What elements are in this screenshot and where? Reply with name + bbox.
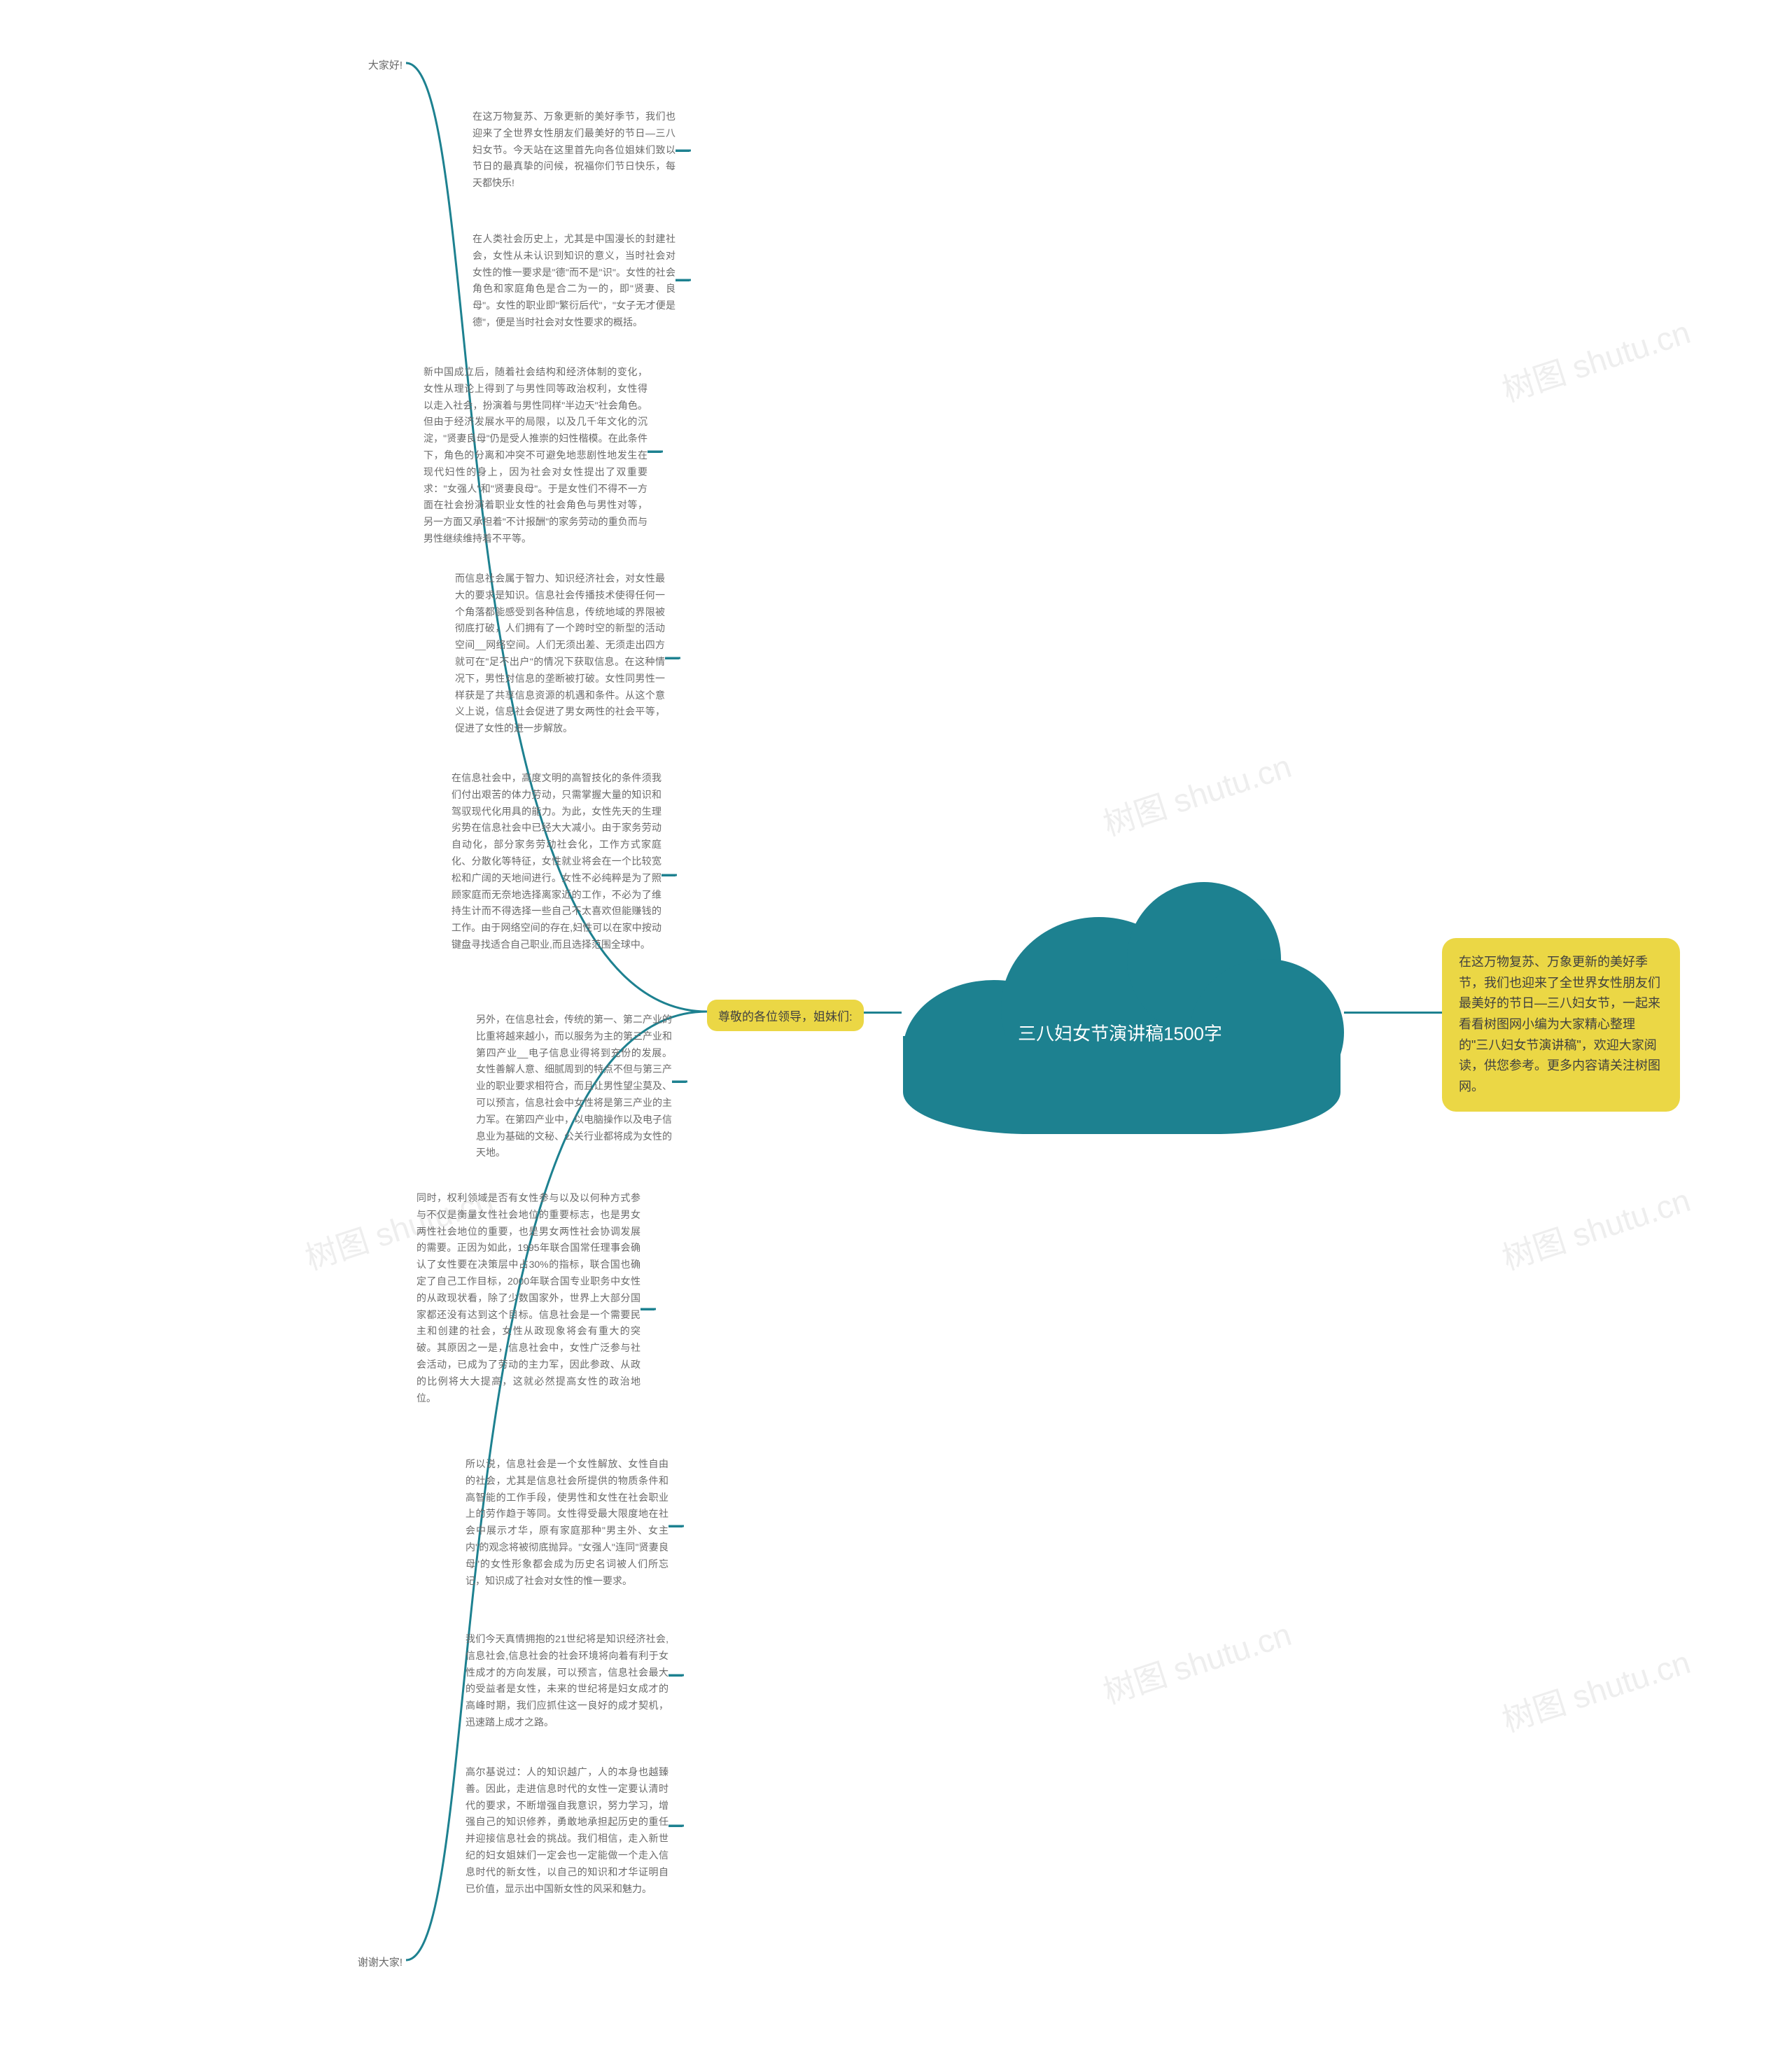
- branch-tick: [672, 1081, 686, 1083]
- branch-tick: [676, 279, 690, 281]
- branch-tick: [662, 874, 676, 876]
- watermark: 树图 shutu.cn: [1097, 1609, 1296, 1714]
- intro-bubble: 在这万物复苏、万象更新的美好季节，我们也迎来了全世界女性朋友们最美好的节日—三八…: [1442, 938, 1680, 1112]
- branch-tick: [668, 1525, 682, 1527]
- speech-paragraph: 在这万物复苏、万象更新的美好季节，我们也迎来了全世界女性朋友们最美好的节日—三八…: [472, 109, 676, 192]
- speech-paragraph: 而信息社会属于智力、知识经济社会，对女性最大的要求是知识。信息社会传播技术使得任…: [455, 571, 665, 737]
- intro-text: 在这万物复苏、万象更新的美好季节，我们也迎来了全世界女性朋友们最美好的节日—三八…: [1459, 955, 1660, 1093]
- branch-tip-label: 谢谢大家!: [350, 1954, 402, 1969]
- speech-paragraph: 在人类社会历史上，尤其是中国漫长的封建社会，女性从未认识到知识的意义，当时社会对…: [472, 231, 676, 331]
- center-title: 三八妇女节演讲稿1500字: [896, 1019, 1344, 1045]
- speech-paragraph: 我们今天真情拥抱的21世纪将是知识经济社会,信息社会,信息社会的社会环境将向着有…: [465, 1631, 668, 1731]
- speech-paragraph: 新中国成立后，随着社会结构和经济体制的变化，女性从理论上得到了与男性同等政治权利…: [424, 364, 648, 547]
- speech-paragraph: 在信息社会中，高度文明的高智技化的条件须我们付出艰苦的体力劳动，只需掌握大量的知…: [451, 770, 662, 953]
- branch-tick: [668, 1674, 682, 1677]
- speech-paragraph: 同时，权利领域是否有女性参与以及以何种方式参与不仅是衡量女性社会地位的重要标志，…: [416, 1190, 640, 1406]
- speech-paragraph: 所以说，信息社会是一个女性解放、女性自由的社会，尤其是信息社会所提供的物质条件和…: [465, 1456, 668, 1589]
- watermark: 树图 shutu.cn: [1496, 1175, 1695, 1280]
- branch-tick: [668, 1825, 682, 1827]
- branch-tick: [676, 150, 690, 152]
- left-connector: [860, 1012, 902, 1014]
- watermark: 树图 shutu.cn: [1496, 1637, 1695, 1742]
- speech-paragraph: 另外，在信息社会，传统的第一、第二产业的比重将越来越小，而以服务为主的第三产业和…: [476, 1012, 672, 1161]
- branch-tick: [648, 451, 662, 453]
- speech-paragraph: 高尔基说过：人的知识越广，人的本身也越臻善。因此，走进信息时代的女性一定要认清时…: [465, 1764, 668, 1897]
- right-connector: [1344, 1012, 1442, 1014]
- watermark: 树图 shutu.cn: [1496, 307, 1695, 412]
- branch-tip-label: 大家好!: [350, 57, 402, 72]
- watermark: 树图 shutu.cn: [1097, 741, 1296, 846]
- branch-tick: [640, 1308, 654, 1310]
- center-cloud: 三八妇女节演讲稿1500字: [896, 882, 1344, 1141]
- branch-tick: [665, 657, 679, 659]
